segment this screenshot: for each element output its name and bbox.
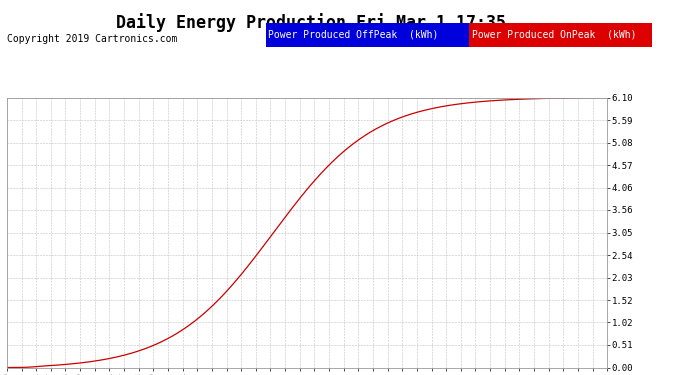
Text: Power Produced OffPeak  (kWh): Power Produced OffPeak (kWh) bbox=[268, 30, 439, 40]
Text: Daily Energy Production Fri Mar 1 17:35: Daily Energy Production Fri Mar 1 17:35 bbox=[115, 13, 506, 32]
Text: Power Produced OnPeak  (kWh): Power Produced OnPeak (kWh) bbox=[472, 30, 636, 40]
Text: Copyright 2019 Cartronics.com: Copyright 2019 Cartronics.com bbox=[7, 34, 177, 44]
